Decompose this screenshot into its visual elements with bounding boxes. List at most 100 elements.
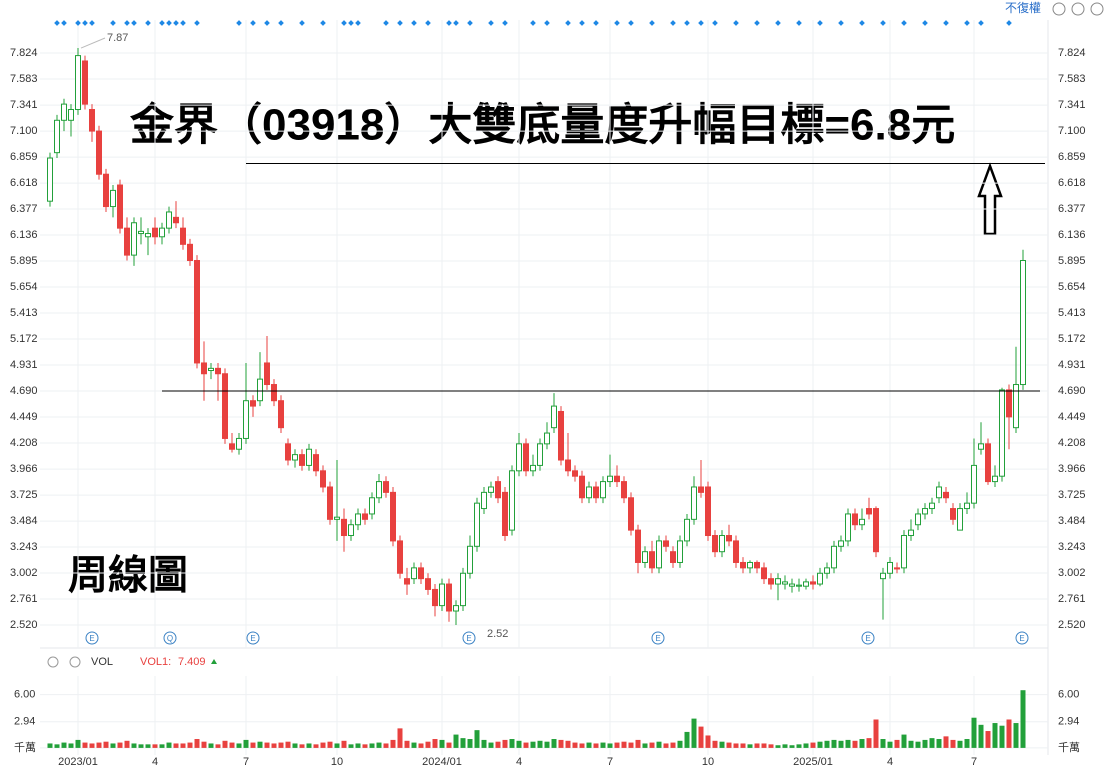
- event-dot: [348, 20, 354, 26]
- volume-bar: [320, 742, 326, 748]
- event-dot: [82, 20, 88, 26]
- event-dot: [817, 20, 823, 26]
- volume-bar: [383, 743, 389, 748]
- volume-bar: [523, 742, 529, 748]
- y-tick-label-right: 6.377: [1058, 203, 1086, 215]
- volume-bar: [348, 744, 354, 748]
- icon-zoom-in[interactable]: [1071, 2, 1085, 16]
- y-tick-label: 5.895: [10, 255, 38, 267]
- event-dot: [502, 20, 508, 26]
- y-tick-label: 3.725: [10, 489, 38, 501]
- y-tick-label: 4.931: [10, 359, 38, 371]
- event-dot: [180, 20, 186, 26]
- y-tick-label: 3.002: [10, 567, 38, 579]
- icon-back[interactable]: [1052, 2, 1066, 16]
- candle-body: [334, 516, 340, 520]
- icon-zoom-out[interactable]: [1090, 2, 1104, 16]
- volume-bar: [593, 743, 599, 748]
- x-tick-label: 7: [243, 756, 249, 768]
- volume-bar: [278, 742, 284, 748]
- candle-body: [404, 578, 410, 585]
- y-tick-label-right: 4.449: [1058, 411, 1086, 423]
- volume-bar: [684, 731, 690, 748]
- volume-bar: [670, 742, 676, 748]
- y-tick-label: 6.618: [10, 177, 38, 189]
- candle-body: [1020, 260, 1026, 386]
- high-label: 7.87: [107, 32, 128, 44]
- volume-bar: [782, 744, 788, 748]
- volume-bar: [880, 739, 886, 748]
- y-tick-label: 5.654: [10, 281, 38, 293]
- icon-close[interactable]: [69, 656, 81, 668]
- candle-body: [530, 464, 536, 472]
- mode-label[interactable]: 不復權: [1005, 0, 1041, 15]
- candle-body: [985, 443, 991, 483]
- y-tick-label-right: 2.520: [1058, 619, 1086, 631]
- candle-body: [467, 545, 473, 574]
- candle-body: [474, 502, 480, 547]
- volume-bar: [915, 741, 921, 748]
- volume-bar: [712, 740, 718, 748]
- candle-body: [978, 443, 984, 450]
- candle-body: [894, 567, 900, 570]
- event-dot: [453, 20, 459, 26]
- event-marker-label: E: [466, 634, 471, 643]
- x-tick-label: 4: [516, 756, 522, 768]
- candle-body: [761, 567, 767, 580]
- candle-body: [740, 561, 746, 569]
- candle-body: [124, 227, 130, 256]
- volume-bar: [887, 741, 893, 748]
- candle-body: [61, 103, 67, 121]
- candle-body: [663, 540, 669, 547]
- candle-body: [481, 491, 487, 510]
- event-dot: [425, 20, 431, 26]
- event-dot: [964, 20, 970, 26]
- volume-bar: [264, 742, 270, 748]
- event-marker-label: E: [89, 634, 94, 643]
- candle-body: [600, 481, 606, 499]
- volume-bar: [313, 744, 319, 748]
- event-dot: [61, 20, 67, 26]
- event-marker-label: E: [655, 634, 660, 643]
- y-tick-label-right: 6.618: [1058, 177, 1086, 189]
- x-tick-label: 4: [152, 756, 158, 768]
- candle-body: [852, 513, 858, 526]
- y-tick-label-right: 5.413: [1058, 307, 1086, 319]
- candle-body: [271, 384, 277, 402]
- y-tick-label: 3.484: [10, 515, 38, 527]
- y-tick-label-right: 7.100: [1058, 125, 1086, 137]
- candle-body: [180, 227, 186, 245]
- y-tick-label: 7.341: [10, 99, 38, 111]
- candle-body: [817, 572, 823, 585]
- icon-settings[interactable]: [47, 656, 59, 668]
- candle-body: [257, 378, 263, 402]
- candle-body: [89, 109, 95, 132]
- volume-bar: [978, 724, 984, 748]
- candle-body: [544, 432, 550, 445]
- candle-body: [432, 588, 438, 607]
- candle-body: [152, 227, 158, 238]
- y-tick-label: 5.413: [10, 307, 38, 319]
- candle-body: [369, 497, 375, 515]
- candle-body: [187, 243, 193, 262]
- volume-bar: [838, 740, 844, 748]
- candle-body: [502, 491, 508, 537]
- volume-bar: [229, 742, 235, 748]
- candle-body: [390, 491, 396, 542]
- y-tick-label-right: 4.931: [1058, 359, 1086, 371]
- x-tick-label: 4: [887, 756, 893, 768]
- candle-body: [355, 513, 361, 526]
- event-dot: [712, 20, 718, 26]
- event-dot: [54, 20, 60, 26]
- candle-body: [96, 130, 102, 175]
- candle-body: [768, 578, 774, 585]
- volume-bar: [250, 742, 256, 748]
- candle-body: [166, 211, 172, 229]
- volume-bar: [117, 742, 123, 748]
- volume-bar: [299, 744, 305, 748]
- volume-bar: [488, 742, 494, 748]
- volume-bar: [152, 744, 158, 748]
- volume-bar: [551, 739, 557, 748]
- candle-body: [411, 567, 417, 580]
- candle-body: [824, 567, 830, 574]
